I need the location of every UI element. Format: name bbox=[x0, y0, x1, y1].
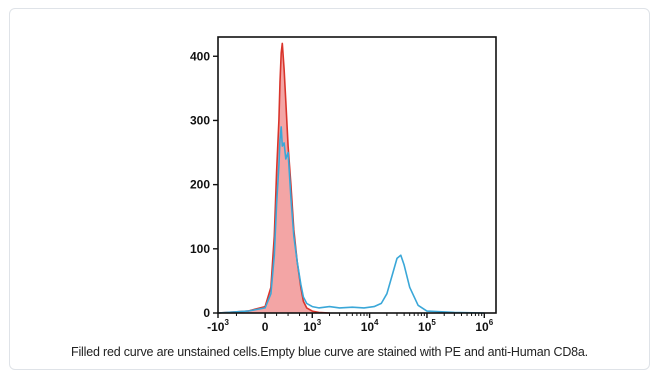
series-stained-line bbox=[217, 126, 485, 314]
y-tick-label: 0 bbox=[203, 306, 210, 320]
x-tick-label: -103 bbox=[207, 318, 229, 334]
y-tick-label: 400 bbox=[190, 49, 210, 63]
y-tick-label: 100 bbox=[190, 242, 210, 256]
x-tick-label: 106 bbox=[475, 318, 493, 334]
x-tick-label: 103 bbox=[303, 318, 321, 334]
y-tick-label: 200 bbox=[190, 178, 210, 192]
figure-caption: Filled red curve are unstained cells.Emp… bbox=[71, 345, 588, 359]
series-unstained-fill bbox=[218, 43, 330, 314]
x-tick-label: 105 bbox=[418, 318, 436, 334]
x-tick-label: 0 bbox=[262, 320, 269, 334]
plot-frame bbox=[217, 36, 497, 314]
y-tick-label: 300 bbox=[190, 113, 210, 127]
x-tick-label: 104 bbox=[361, 318, 379, 334]
figure-card bbox=[9, 8, 650, 370]
series-unstained-line bbox=[217, 42, 330, 314]
